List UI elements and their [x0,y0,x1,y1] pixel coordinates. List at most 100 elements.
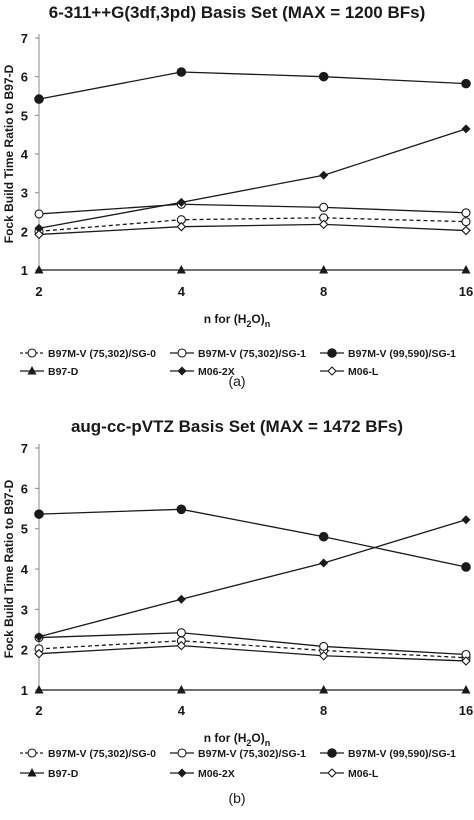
marker-open-diamond [318,219,329,230]
y-tick-label: 7 [21,31,28,46]
legend-item: B97M-V (75,302)/SG-0 [20,748,156,760]
y-tick-label: 6 [21,481,28,496]
marker-open-circle [176,628,186,638]
marker-filled-diamond [319,170,329,180]
marker-open-diamond [327,366,337,376]
y-axis-label: Fock Build Time Ratio to B97-D [2,479,16,658]
series-m06-2x [34,124,471,233]
x-tick-label: 8 [320,284,327,299]
marker-open-diamond [176,221,187,232]
x-tick-label: 2 [35,284,42,299]
series-line [38,519,467,638]
x-axis-label-sub: n [265,738,271,748]
marker-open-circle [27,348,37,358]
marker-open-circle [34,209,44,219]
chart-title: 6-311++G(3df,3pd) Basis Set (MAX = 1200 … [49,3,426,22]
series-line [38,217,467,232]
chart-panel-1: 6-311++G(3df,3pd) Basis Set (MAX = 1200 … [2,3,473,389]
legend-label: M06-L [348,768,379,780]
marker-open-circle [319,641,329,651]
legend-label: B97M-V (75,302)/SG-0 [48,748,156,760]
y-tick-label: 7 [21,441,28,456]
legend-label: B97M-V (99,590)/SG-1 [348,748,456,760]
x-tick-label: 16 [459,703,473,718]
legend-label: B97-D [48,366,79,378]
marker-filled-diamond [176,197,186,207]
x-axis-label-text: n for (H [204,312,247,326]
series-m06-l [34,219,471,240]
marker-open-diamond [176,640,187,651]
series-line [38,508,467,568]
x-axis-label-sub: 2 [246,319,251,329]
legend-item: M06-2X [170,366,235,378]
marker-filled-circle [327,748,337,758]
marker-filled-triangle [461,685,471,694]
y-tick-label: 4 [21,562,29,577]
x-tick-label: 16 [459,284,473,299]
series-line [38,632,467,656]
series-m06-2x [34,515,471,642]
marker-filled-triangle [319,685,329,694]
marker-filled-circle [318,71,329,82]
marker-filled-circle [176,504,187,515]
legend-label: B97M-V (75,302)/SG-0 [48,348,156,360]
marker-filled-circle [327,348,337,358]
marker-filled-diamond [34,632,44,642]
marker-filled-triangle [27,366,37,375]
marker-filled-triangle [176,265,186,274]
marker-open-circle [319,202,329,212]
marker-filled-triangle [461,265,471,274]
legend-item: B97M-V (99,590)/SG-1 [320,748,456,760]
legend-item: M06-2X [170,768,235,780]
marker-open-circle [461,208,471,218]
y-tick-label: 3 [21,602,28,617]
series-b97m-v-99-590-sg-1 [34,67,471,104]
x-axis-label-text: n for (H [204,731,247,745]
legend-item: B97-D [20,366,79,378]
series-line [38,640,467,659]
panel-caption: (a) [228,373,245,389]
marker-filled-diamond [34,223,44,233]
legend-item: M06-L [320,366,379,378]
series-line [38,203,467,215]
series-line [38,644,467,662]
legend-item: B97-D [20,768,79,780]
marker-open-diamond [327,768,337,778]
series-line [38,223,467,236]
legend-item: B97M-V (75,302)/SG-0 [20,348,156,360]
legend-label: B97-D [48,768,79,780]
marker-filled-circle [176,67,187,77]
legend-label: M06-L [348,366,379,378]
series-m06-l [34,640,471,666]
marker-open-circle [27,748,37,758]
marker-filled-diamond [461,515,471,525]
marker-filled-triangle [176,685,186,694]
marker-filled-diamond [177,366,187,376]
marker-open-circle [177,748,187,758]
x-tick-label: 2 [35,703,42,718]
y-tick-label: 5 [21,522,28,537]
marker-open-circle [461,217,471,227]
marker-filled-triangle [27,768,37,777]
y-axis-label: Fock Build Time Ratio to B97-D [2,64,16,243]
marker-filled-circle [318,531,329,542]
marker-open-diamond [318,650,329,661]
legend-item: B97M-V (75,302)/SG-1 [170,348,306,360]
marker-open-diamond [34,229,44,240]
series-b97m-v-99-590-sg-1 [34,504,471,572]
marker-open-circle [177,348,187,358]
x-axis-label: n for (H2O)n [204,312,271,329]
y-tick-label: 5 [21,108,28,123]
x-axis-label-text: O) [251,731,264,745]
legend-label: B97M-V (75,302)/SG-1 [198,348,306,360]
marker-open-diamond [34,648,44,659]
marker-filled-diamond [177,768,187,778]
x-axis-label-text: O) [251,312,264,326]
marker-filled-diamond [461,124,471,134]
marker-open-diamond [461,225,471,236]
series-b97m-v-75-302-sg-1 [34,199,471,219]
y-tick-label: 3 [21,186,28,201]
legend-item: M06-L [320,768,379,780]
marker-filled-triangle [34,265,44,274]
legend-label: M06-2X [198,366,235,378]
